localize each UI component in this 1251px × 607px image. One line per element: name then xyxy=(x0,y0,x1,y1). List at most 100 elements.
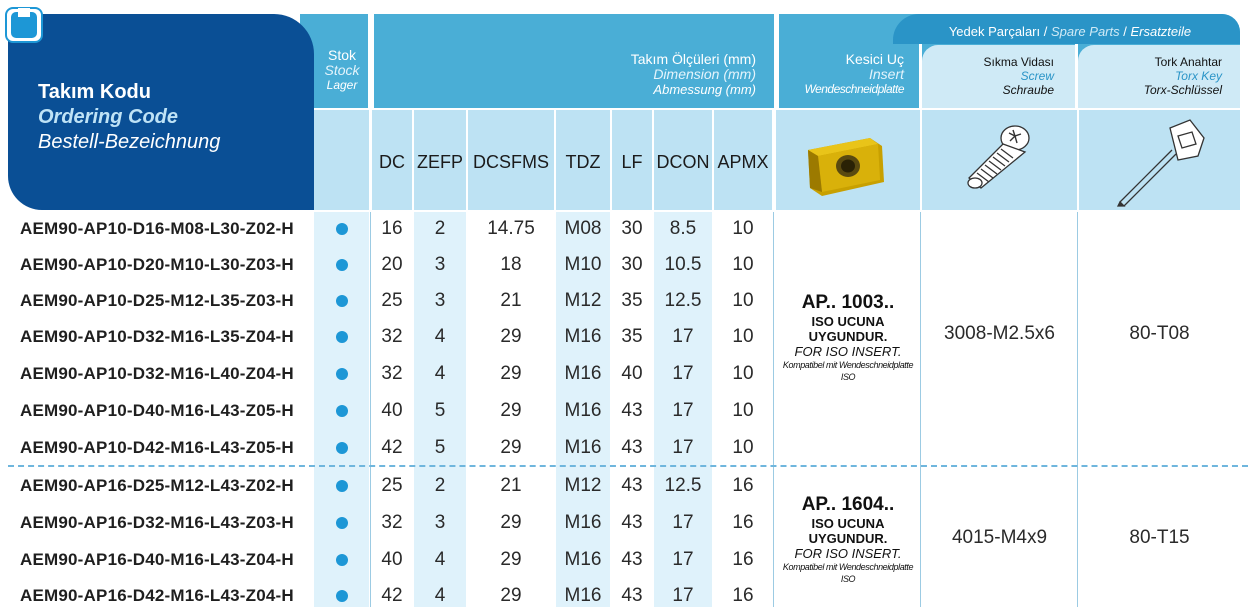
stock-dot-icon xyxy=(336,479,348,492)
cell-dcon: 12.5 xyxy=(664,289,702,311)
cell-dc: 42 xyxy=(381,584,403,606)
ordering-code-en: Ordering Code xyxy=(38,106,179,128)
cell-dcon: 12.5 xyxy=(664,474,702,496)
insert-note-line: ISO UCUNA xyxy=(811,516,885,531)
cell-tdz: M16 xyxy=(564,548,602,570)
dimension-de: Abmessung (mm) xyxy=(653,82,756,97)
stock-dot-icon xyxy=(336,441,348,454)
col-dcsfms: DCSFMS xyxy=(473,151,549,172)
cell-zefp: 3 xyxy=(434,289,446,311)
screw-de: Schraube xyxy=(1002,83,1054,97)
cell-lf: 43 xyxy=(621,399,643,421)
cell-tdz: M10 xyxy=(564,253,602,275)
cell-dc: 32 xyxy=(381,362,403,384)
cell-dcsfms: 29 xyxy=(500,362,522,384)
screw-header xyxy=(922,45,1077,108)
cell-zefp: 3 xyxy=(434,511,446,533)
cell-apmx: 10 xyxy=(732,253,754,275)
insert-note-line: ISO UCUNA xyxy=(811,314,885,329)
insert-code: AP.. 1003.. xyxy=(801,292,895,313)
cell-zefp: 5 xyxy=(434,436,446,458)
cell-dc: 32 xyxy=(381,511,403,533)
ordering-code-cell: AEM90-AP16-D25-M12-L43-Z02-H xyxy=(20,476,294,495)
cell-zefp: 4 xyxy=(434,362,446,384)
cell-dcsfms: 14.75 xyxy=(487,217,535,239)
cell-dc: 40 xyxy=(381,399,403,421)
cell-dcsfms: 29 xyxy=(500,584,522,606)
cell-tdz: M16 xyxy=(564,511,602,533)
stock-en: Stock xyxy=(324,62,360,78)
ordering-code-header xyxy=(8,14,314,210)
cell-dcsfms: 18 xyxy=(500,253,522,275)
insert-de: Wendeschneidplatte xyxy=(804,82,904,96)
cell-dcsfms: 21 xyxy=(500,289,522,311)
cell-lf: 35 xyxy=(621,289,643,311)
ordering-code-de: Bestell-Bezeichnung xyxy=(38,131,221,153)
col-dcon: DCON xyxy=(656,151,710,172)
stock-dot-icon xyxy=(336,404,348,417)
cell-apmx: 10 xyxy=(732,362,754,384)
cell-tdz: M16 xyxy=(564,436,602,458)
cell-lf: 43 xyxy=(621,584,643,606)
spare-parts-header xyxy=(893,14,1240,44)
screw-title: Sıkma Vidası xyxy=(983,55,1054,69)
cell-dcon: 17 xyxy=(672,548,694,570)
dimension-en: Dimension (mm) xyxy=(653,66,756,82)
cell-apmx: 10 xyxy=(732,399,754,421)
col-lf: LF xyxy=(621,151,643,172)
torx-de: Torx-Schlüssel xyxy=(1143,83,1222,97)
ordering-code-cell: AEM90-AP16-D40-M16-L43-Z04-H xyxy=(20,550,294,569)
screw-en: Screw xyxy=(1020,69,1054,83)
torx-header xyxy=(1078,45,1240,108)
spare-parts-title: Yedek Parçaları xyxy=(948,24,1041,39)
spare-parts-en: Spare Parts xyxy=(1050,24,1120,39)
cell-apmx: 16 xyxy=(732,511,754,533)
ordering-code-cell: AEM90-AP10-D32-M16-L35-Z04-H xyxy=(20,327,294,346)
cell-dcon: 17 xyxy=(672,511,694,533)
insert-note-line: FOR ISO INSERT. xyxy=(794,546,902,561)
insert-note-line: Kompatibel mit Wendeschneidplatte ISO xyxy=(782,562,914,584)
cell-dcon: 17 xyxy=(672,436,694,458)
cell-lf: 43 xyxy=(621,436,643,458)
ordering-code-cell: AEM90-AP10-D40-M16-L43-Z05-H xyxy=(20,401,294,420)
insert-code: AP.. 1604.. xyxy=(801,494,895,515)
cell-dc: 42 xyxy=(381,436,403,458)
cell-lf: 43 xyxy=(621,474,643,496)
ordering-code-title: Takım Kodu xyxy=(38,81,151,103)
col-tdz: TDZ xyxy=(565,151,601,172)
cell-dcsfms: 29 xyxy=(500,511,522,533)
insert-info-group-2: AP.. 1604.. ISO UCUNA UYGUNDUR. FOR ISO … xyxy=(776,494,920,585)
insert-title: Kesici Uç xyxy=(845,51,904,67)
cell-dcsfms: 29 xyxy=(500,548,522,570)
cell-zefp: 3 xyxy=(434,253,446,275)
cell-lf: 40 xyxy=(621,362,643,384)
cell-zefp: 5 xyxy=(434,399,446,421)
cell-zefp: 2 xyxy=(434,217,446,239)
cell-dcon: 8.5 xyxy=(669,217,697,239)
cell-tdz: M12 xyxy=(564,289,602,311)
dimension-title: Takım Ölçüleri (mm) xyxy=(630,51,756,67)
ordering-code-cell: AEM90-AP10-D16-M08-L30-Z02-H xyxy=(20,219,294,238)
cell-tdz: M08 xyxy=(564,217,602,239)
cell-dc: 25 xyxy=(381,289,403,311)
torx-title: Tork Anahtar xyxy=(1154,55,1222,69)
cell-dcsfms: 29 xyxy=(500,325,522,347)
cell-dcon: 17 xyxy=(672,325,694,347)
group-separator xyxy=(8,465,1248,467)
cell-lf: 30 xyxy=(621,253,643,275)
cell-tdz: M16 xyxy=(564,362,602,384)
stock-dot-icon xyxy=(336,589,348,602)
cell-apmx: 16 xyxy=(732,474,754,496)
insert-note-line: FOR ISO INSERT. xyxy=(794,344,902,359)
cell-dcon: 17 xyxy=(672,584,694,606)
key-value: 80-T08 xyxy=(1129,323,1190,344)
cell-lf: 35 xyxy=(621,325,643,347)
cell-zefp: 2 xyxy=(434,474,446,496)
stock-dot-icon xyxy=(336,553,348,566)
screw-value: 3008-M2.5x6 xyxy=(944,323,1055,344)
cell-apmx: 10 xyxy=(732,325,754,347)
tab-corner-icon xyxy=(4,6,44,44)
cell-dc: 25 xyxy=(381,474,403,496)
cell-dcsfms: 21 xyxy=(500,474,522,496)
